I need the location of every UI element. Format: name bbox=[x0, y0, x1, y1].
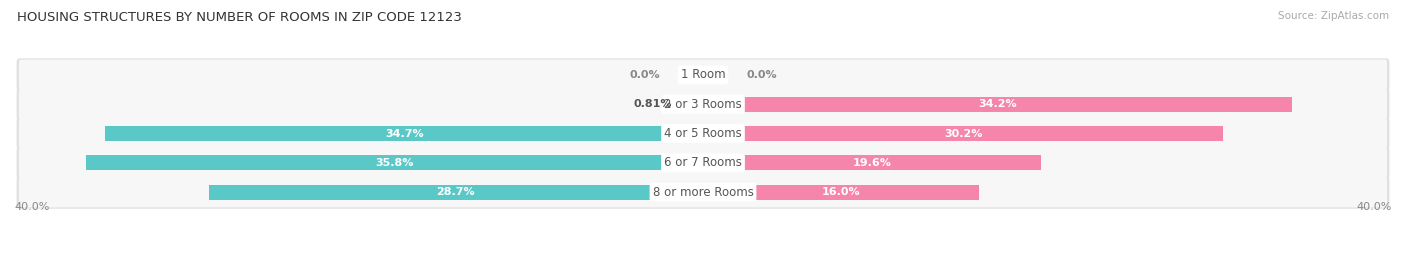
Bar bbox=[86, 155, 703, 171]
FancyBboxPatch shape bbox=[18, 118, 1388, 149]
Text: 35.8%: 35.8% bbox=[375, 158, 413, 168]
Text: 30.2%: 30.2% bbox=[943, 129, 983, 139]
Text: 28.7%: 28.7% bbox=[436, 187, 475, 197]
Text: Source: ZipAtlas.com: Source: ZipAtlas.com bbox=[1278, 11, 1389, 21]
Text: 40.0%: 40.0% bbox=[14, 203, 49, 213]
Text: 0.0%: 0.0% bbox=[747, 70, 776, 80]
Text: HOUSING STRUCTURES BY NUMBER OF ROOMS IN ZIP CODE 12123: HOUSING STRUCTURES BY NUMBER OF ROOMS IN… bbox=[17, 11, 461, 24]
Text: 34.7%: 34.7% bbox=[385, 129, 423, 139]
FancyBboxPatch shape bbox=[17, 146, 1389, 179]
Bar bbox=[703, 185, 979, 200]
FancyBboxPatch shape bbox=[17, 58, 1389, 91]
Text: 8 or more Rooms: 8 or more Rooms bbox=[652, 186, 754, 199]
Bar bbox=[689, 97, 703, 112]
Text: 19.6%: 19.6% bbox=[852, 158, 891, 168]
Text: 16.0%: 16.0% bbox=[821, 187, 860, 197]
FancyBboxPatch shape bbox=[17, 176, 1389, 209]
Text: 40.0%: 40.0% bbox=[1357, 203, 1392, 213]
FancyBboxPatch shape bbox=[18, 59, 1388, 90]
FancyBboxPatch shape bbox=[17, 88, 1389, 121]
FancyBboxPatch shape bbox=[17, 117, 1389, 150]
FancyBboxPatch shape bbox=[18, 177, 1388, 207]
Text: 1 Room: 1 Room bbox=[681, 68, 725, 81]
Bar bbox=[703, 155, 1040, 171]
Bar bbox=[105, 126, 703, 141]
Text: 4 or 5 Rooms: 4 or 5 Rooms bbox=[664, 127, 742, 140]
Bar bbox=[703, 97, 1292, 112]
Bar bbox=[208, 185, 703, 200]
Text: 6 or 7 Rooms: 6 or 7 Rooms bbox=[664, 156, 742, 169]
FancyBboxPatch shape bbox=[18, 89, 1388, 119]
FancyBboxPatch shape bbox=[18, 148, 1388, 178]
Text: 2 or 3 Rooms: 2 or 3 Rooms bbox=[664, 98, 742, 111]
Text: 0.0%: 0.0% bbox=[630, 70, 659, 80]
Text: 34.2%: 34.2% bbox=[979, 99, 1017, 109]
Text: 0.81%: 0.81% bbox=[633, 99, 672, 109]
Bar bbox=[703, 126, 1223, 141]
